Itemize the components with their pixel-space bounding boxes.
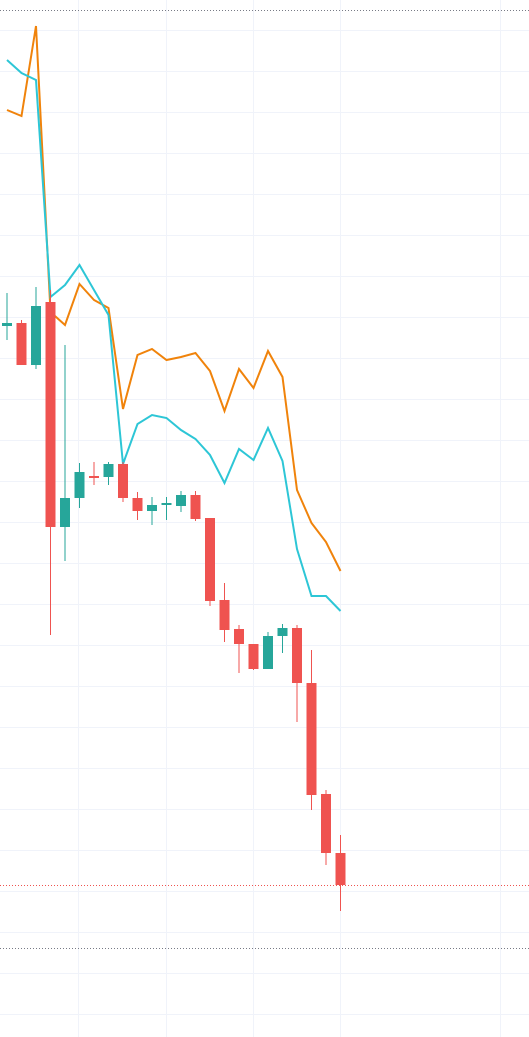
vertical-grid [78,0,501,1037]
candle-body [321,794,331,853]
candle-body [277,628,288,636]
indicator-line [6,25,342,572]
candle-body [306,683,317,795]
candle-body [263,636,273,669]
candle-body [45,302,56,527]
candle-body [219,600,230,630]
candle-body [161,503,172,505]
candle-body [147,505,157,511]
candle-body [335,853,346,885]
candle-body [16,323,27,365]
candle-body [118,464,128,498]
indicator-line [6,59,342,612]
candle-body [60,498,70,527]
candle-body [248,644,259,669]
candle-body [31,306,41,365]
candle-body [103,464,114,477]
candle-body [74,472,85,498]
candle-body [292,628,302,683]
candle-body [89,476,99,478]
candle-body [2,323,12,326]
candle-body [205,518,215,601]
candle-body [132,498,143,511]
candle-body [176,495,186,506]
candle-body [234,629,244,644]
candle-body [190,495,201,519]
